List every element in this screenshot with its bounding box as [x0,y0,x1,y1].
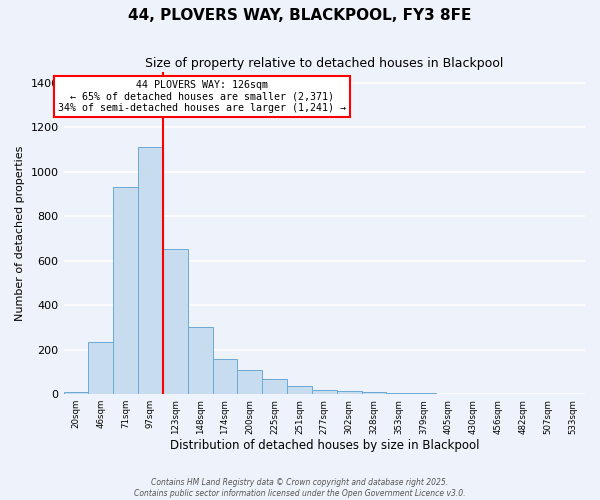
Bar [163,248,188,394]
Bar [386,393,411,394]
Title: Size of property relative to detached houses in Blackpool: Size of property relative to detached ho… [145,58,503,70]
Bar [287,386,312,394]
Bar [312,390,337,394]
Y-axis label: Number of detached properties: Number of detached properties [15,145,25,320]
Bar [238,370,262,394]
Bar [362,392,386,394]
Bar [138,148,163,394]
X-axis label: Distribution of detached houses by size in Blackpool: Distribution of detached houses by size … [170,440,479,452]
Bar [113,188,138,394]
Text: 44 PLOVERS WAY: 126sqm
← 65% of detached houses are smaller (2,371)
34% of semi-: 44 PLOVERS WAY: 126sqm ← 65% of detached… [58,80,346,113]
Bar [64,392,88,394]
Bar [262,379,287,394]
Bar [411,393,436,394]
Bar [212,358,238,394]
Bar [88,342,113,394]
Bar [188,328,212,394]
Bar [337,391,362,394]
Text: Contains HM Land Registry data © Crown copyright and database right 2025.
Contai: Contains HM Land Registry data © Crown c… [134,478,466,498]
Text: 44, PLOVERS WAY, BLACKPOOL, FY3 8FE: 44, PLOVERS WAY, BLACKPOOL, FY3 8FE [128,8,472,22]
